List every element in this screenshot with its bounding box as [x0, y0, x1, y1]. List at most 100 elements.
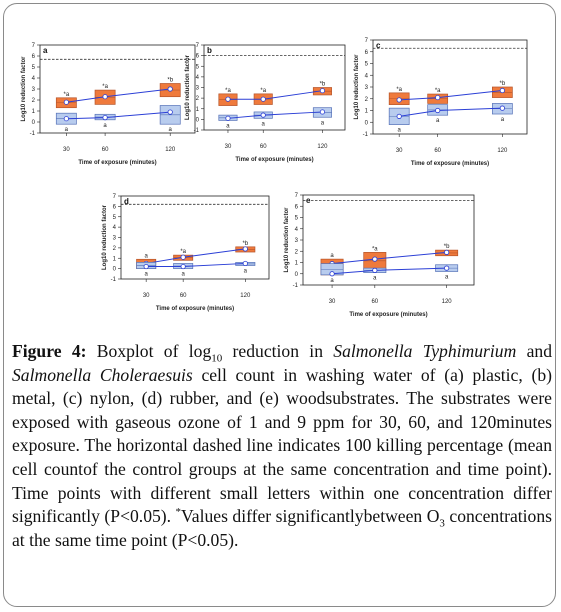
- x-tick-label: 60: [260, 144, 267, 150]
- x-tick-label: 120: [317, 144, 328, 150]
- y-tick-label: 3: [295, 238, 299, 244]
- y-tick-label: 2: [365, 97, 369, 103]
- mean-point: [444, 265, 450, 271]
- significance-letter: *b: [320, 82, 326, 88]
- panel-label: a: [43, 46, 48, 55]
- y-tick-label: 5: [295, 216, 299, 222]
- y-tick-label: -1: [293, 283, 299, 289]
- y-tick-label: 1: [113, 256, 117, 262]
- significance-letter: a: [330, 278, 334, 284]
- mean-point: [329, 271, 335, 277]
- y-tick-label: 7: [113, 194, 117, 200]
- mean-point: [260, 112, 266, 118]
- mean-point: [435, 107, 441, 114]
- y-tick-label: 4: [113, 225, 117, 231]
- mean-point: [372, 256, 378, 262]
- y-tick-label: 3: [113, 236, 117, 242]
- y-tick-label: 0: [365, 120, 369, 126]
- mean-point: [167, 86, 173, 92]
- significance-letter: *b: [444, 244, 450, 250]
- y-tick-label: 2: [196, 96, 200, 102]
- significance-letter: *b: [242, 241, 248, 247]
- mean-point: [319, 88, 326, 94]
- x-tick-label: 120: [240, 293, 251, 299]
- y-tick-label: 6: [113, 204, 117, 210]
- mean-point: [143, 263, 149, 270]
- significance-letter: a: [181, 272, 185, 278]
- caption-label: Figure 4:: [12, 341, 87, 361]
- y-tick-label: 5: [365, 62, 369, 68]
- y-tick-label: 5: [196, 64, 200, 70]
- x-tick-label: 30: [225, 144, 232, 150]
- caption-text: Values differ significantlybetween O: [181, 506, 440, 527]
- y-tick-label: 4: [295, 227, 299, 233]
- mean-point: [242, 246, 248, 252]
- mean-point: [435, 94, 441, 101]
- significance-letter: *a: [260, 88, 266, 94]
- y-tick-label: 4: [365, 73, 369, 79]
- significance-letter: a: [169, 127, 173, 133]
- y-tick-label: 1: [196, 107, 200, 113]
- panel-d: d -1 0 1 2 3 4 5 6 7 30 60 120 Log10 reduction factor…: [102, 194, 270, 312]
- panel-label: c: [376, 41, 381, 50]
- panel-a: a -1 0 1 2 3 4 5 6 7 30 60 120 Log10 reduction factor…: [21, 43, 196, 166]
- x-tick-label: 60: [102, 147, 109, 153]
- mean-point: [260, 96, 266, 102]
- y-axis-label: Log10 reduction factor: [21, 56, 27, 122]
- significance-letter: a: [445, 275, 449, 281]
- figure-caption: Figure 4: Boxplot of log10 reduction in …: [12, 340, 552, 552]
- panel-label: b: [207, 46, 212, 55]
- y-axis-label: Log10 reduction factor: [102, 204, 108, 270]
- x-axis-label: Time of exposure (minutes): [235, 157, 313, 163]
- caption-text: cell count in washing water of (a) plast…: [12, 364, 552, 527]
- significance-letter: a: [65, 127, 69, 133]
- significance-letter: a: [330, 253, 334, 259]
- y-tick-label: 5: [32, 65, 36, 71]
- significance-letter: *a: [64, 92, 70, 98]
- y-tick-label: 7: [295, 193, 299, 199]
- x-tick-label: 30: [396, 148, 403, 154]
- mean-point: [444, 249, 450, 255]
- x-tick-label: 120: [442, 299, 453, 305]
- x-axis-label: Time of exposure (minutes): [156, 306, 234, 312]
- caption-sub: 3: [439, 517, 445, 530]
- mean-point: [319, 109, 326, 115]
- y-tick-label: 0: [113, 267, 117, 273]
- y-tick-label: 6: [295, 204, 299, 210]
- mean-point: [102, 115, 108, 121]
- mean-point: [63, 116, 69, 122]
- significance-letter: a: [373, 276, 377, 282]
- caption-text: concentrations at the same time point (P…: [12, 506, 552, 550]
- significance-letter: *a: [225, 88, 231, 94]
- significance-letter: a: [226, 123, 230, 129]
- mean-point: [225, 96, 231, 102]
- caption-text: and: [516, 341, 552, 361]
- caption-text: Boxplot of log: [86, 341, 212, 361]
- significance-letter: *b: [500, 81, 506, 87]
- caption-species: Salmonella Choleraesuis: [12, 364, 193, 385]
- x-axis-label: Time of exposure (minutes): [78, 160, 156, 166]
- mean-point: [396, 97, 402, 103]
- caption-sub: 10: [211, 352, 223, 365]
- y-tick-label: 2: [32, 98, 36, 104]
- mean-point: [499, 87, 505, 94]
- significance-letter: a: [501, 117, 505, 123]
- y-tick-label: 2: [295, 249, 299, 255]
- y-tick-label: 0: [196, 117, 200, 123]
- mean-point: [396, 113, 402, 119]
- y-tick-label: 5: [113, 215, 117, 221]
- panel-label: d: [124, 197, 129, 206]
- mean-point: [180, 263, 186, 270]
- y-tick-label: 1: [295, 261, 299, 267]
- mean-point: [225, 115, 231, 121]
- mean-point: [242, 260, 248, 267]
- y-axis-label: Log10 reduction factor: [284, 207, 290, 273]
- y-tick-label: -1: [194, 128, 200, 134]
- significance-letter: a: [321, 120, 325, 126]
- mean-point: [372, 267, 378, 273]
- significance-letter: a: [262, 121, 266, 127]
- mean-point: [63, 99, 69, 105]
- y-tick-label: 6: [365, 50, 369, 56]
